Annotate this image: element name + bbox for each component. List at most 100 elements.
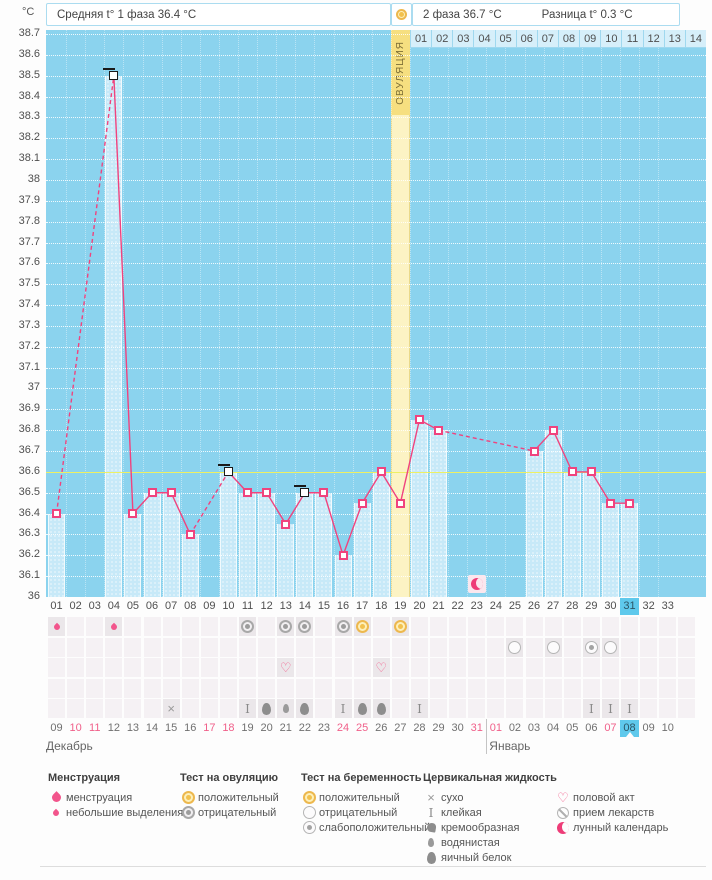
- intercourse-cell: [200, 658, 218, 678]
- cycle-day-label-01[interactable]: 01: [50, 600, 63, 612]
- intercourse-cell: [487, 658, 505, 678]
- cycle-day-label-11[interactable]: 11: [241, 600, 254, 612]
- time-flag-tick: [103, 68, 116, 71]
- cycle-day-label-15[interactable]: 15: [317, 600, 331, 612]
- temp-point-day-10[interactable]: [217, 464, 233, 477]
- cycle-day-label-18[interactable]: 18: [375, 600, 388, 612]
- cycle-day-label-04[interactable]: 04: [107, 600, 120, 612]
- temp-point-day-06[interactable]: [147, 488, 157, 498]
- pregnancy-tests-cell: [659, 637, 677, 657]
- temp-point-day-15[interactable]: [319, 488, 329, 498]
- sticky-icon: I: [428, 805, 434, 820]
- column-separator: [162, 30, 163, 597]
- gridline-37.9: [46, 201, 706, 202]
- legend-label: прием лекарств: [573, 806, 655, 819]
- cycle-day-label-20[interactable]: 20: [413, 600, 426, 612]
- cycle-day-label-07[interactable]: 07: [165, 600, 178, 612]
- cycle-day-label-19[interactable]: 19: [394, 600, 407, 612]
- phase2-day-09: 09: [579, 30, 601, 47]
- heart-icon: ♡: [557, 790, 569, 805]
- temp-point-day-16[interactable]: [338, 550, 348, 560]
- moon-icon: [557, 821, 569, 834]
- temp-point-day-13[interactable]: [281, 519, 291, 529]
- cycle-day-label-25[interactable]: 25: [508, 600, 522, 612]
- ovulation-column: [390, 30, 410, 597]
- cycle-day-label-33[interactable]: 33: [661, 600, 674, 612]
- temp-point-day-27[interactable]: [548, 425, 558, 435]
- temp-point-day-20[interactable]: [414, 415, 424, 425]
- preg-positive-icon: [302, 791, 316, 804]
- temp-point-day-29[interactable]: [586, 467, 596, 477]
- temp-point-day-12[interactable]: [262, 488, 272, 498]
- temp-point-day-18[interactable]: [376, 467, 386, 477]
- temp-point-day-04[interactable]: [103, 68, 119, 81]
- cycle-day-label-22[interactable]: 22: [451, 600, 464, 612]
- date-cell-30: 30: [451, 722, 464, 734]
- temp-point-day-17[interactable]: [357, 498, 367, 508]
- cycle-day-label-24[interactable]: 24: [489, 600, 502, 612]
- column-separator: [85, 30, 86, 597]
- temp-point-day-30[interactable]: [605, 498, 615, 508]
- cycle-day-label-09[interactable]: 09: [203, 600, 216, 612]
- cycle-day-label-05[interactable]: 05: [126, 600, 140, 612]
- temp-point-day-07[interactable]: [166, 488, 176, 498]
- gridline-36.8: [46, 430, 706, 431]
- medication-cell: [506, 678, 524, 698]
- cycle-day-label-28[interactable]: 28: [566, 600, 579, 612]
- cycle-day-label-12[interactable]: 12: [260, 600, 273, 612]
- temp-point-day-05[interactable]: [128, 509, 138, 519]
- cycle-day-label-10[interactable]: 10: [222, 600, 235, 612]
- gridline-38.7: [46, 34, 706, 35]
- temp-point-day-08[interactable]: [185, 529, 195, 539]
- y-axis-label-38.2: 38.2: [18, 131, 40, 143]
- cervical-fluid-cell-day-13: [277, 699, 295, 719]
- ovulation-band-label: ОВУЛЯЦИЯ: [394, 40, 406, 105]
- pregnancy-tests-cell: [200, 637, 218, 657]
- cycle-day-label-06[interactable]: 06: [145, 600, 159, 612]
- cycle-day-label-29[interactable]: 29: [585, 600, 598, 612]
- cycle-day-label-08[interactable]: 08: [184, 600, 197, 612]
- cycle-day-label-26[interactable]: 26: [527, 600, 541, 612]
- legend-column-1: Менструация менструация небольшие выделени…: [46, 772, 183, 820]
- cycle-day-label-21[interactable]: 21: [432, 600, 445, 612]
- cycle-day-label-17[interactable]: 17: [356, 600, 369, 612]
- cervical-fluid-cell: [525, 699, 543, 719]
- cycle-day-label-03[interactable]: 03: [88, 600, 101, 612]
- cycle-day-label-02[interactable]: 02: [69, 600, 82, 612]
- medication-cell: [449, 678, 467, 698]
- temp-point-day-21[interactable]: [434, 425, 444, 435]
- column-separator: [181, 30, 182, 597]
- cycle-day-label-27[interactable]: 27: [547, 600, 560, 612]
- test-negative-icon: [279, 620, 293, 633]
- cycle-day-label-16[interactable]: 16: [336, 600, 350, 612]
- cycle-day-label-31[interactable]: 31: [620, 598, 640, 615]
- gridline-37.8: [46, 222, 706, 223]
- date-cell-21: 21: [279, 722, 292, 734]
- temp-point-day-11[interactable]: [243, 488, 253, 498]
- cycle-day-label-32[interactable]: 32: [642, 600, 655, 612]
- medication-cell: [181, 678, 199, 698]
- cycle-day-label-23[interactable]: 23: [470, 600, 483, 612]
- medication-cell: [582, 678, 600, 698]
- temp-point-day-26[interactable]: [529, 446, 539, 456]
- bleeding-and-ovulation-tests-cell: [506, 617, 524, 636]
- temp-point-day-01[interactable]: [52, 509, 62, 519]
- temp-point-day-28[interactable]: [567, 467, 577, 477]
- cycle-day-label-30[interactable]: 30: [604, 600, 617, 612]
- bleeding-and-ovulation-tests-cell: [640, 617, 658, 636]
- gridline-38.3: [46, 117, 706, 118]
- drop-small-icon: [52, 622, 61, 631]
- temp-point-day-31[interactable]: [625, 498, 635, 508]
- temp-point-day-19[interactable]: [395, 498, 405, 508]
- cycle-day-label-13[interactable]: 13: [279, 600, 292, 612]
- phase1-average-box: Средняя t° 1 фаза 36.4 °C: [46, 3, 391, 26]
- legend-label: лунный календарь: [573, 821, 669, 834]
- temp-point-day-14[interactable]: [294, 485, 310, 498]
- preg-negative-icon: [302, 806, 316, 819]
- cervical-fluid-cell: [219, 699, 237, 719]
- bleeding-and-ovulation-tests-cell: [544, 617, 562, 636]
- pregnancy-tests-cell: [430, 637, 448, 657]
- column-separator: [238, 30, 239, 597]
- pregnancy-tests-cell: [410, 637, 428, 657]
- cycle-day-label-14[interactable]: 14: [298, 600, 311, 612]
